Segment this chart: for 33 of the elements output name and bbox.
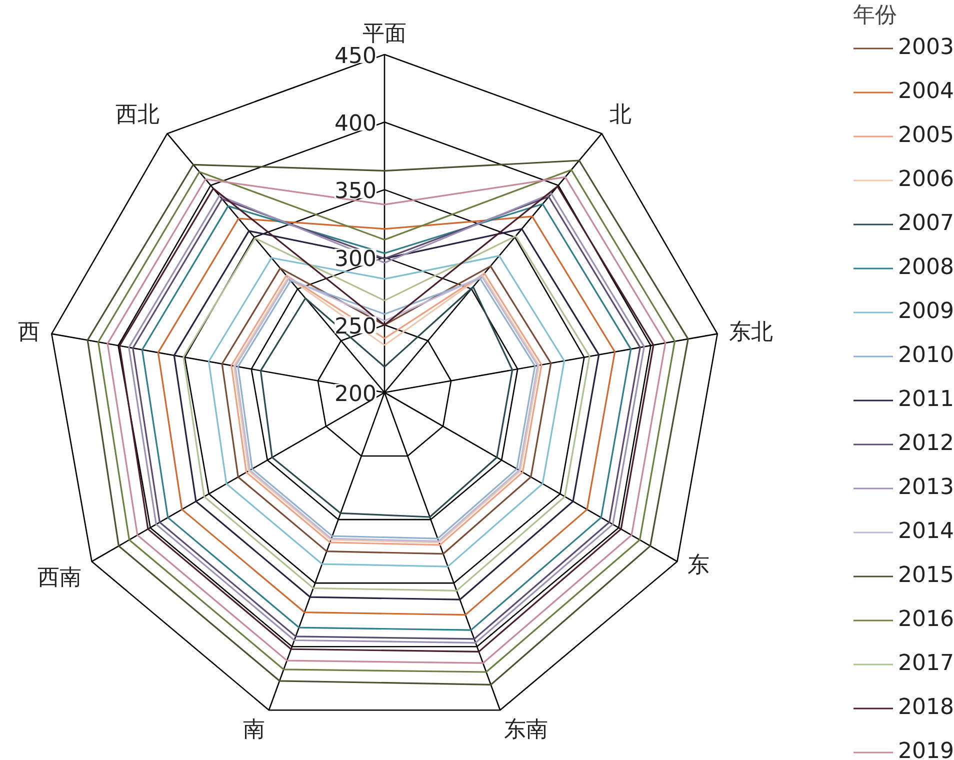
legend-label: 2016 — [898, 607, 954, 632]
legend-label: 2003 — [898, 35, 954, 60]
legend-label: 2009 — [898, 299, 954, 324]
legend-title: 年份 — [853, 2, 898, 30]
spoke-label: 西北 — [116, 102, 160, 128]
legend-label: 2019 — [898, 739, 954, 760]
y-tick-label: 250 — [334, 314, 377, 340]
legend-label: 2008 — [898, 255, 954, 280]
spoke-label: 东南 — [504, 718, 548, 743]
spoke-label: 西 — [18, 320, 40, 345]
spoke-label: 西南 — [37, 566, 82, 590]
spoke-label: 平面 — [362, 22, 406, 46]
spoke-label: 东北 — [729, 320, 774, 345]
legend-label: 2018 — [898, 695, 954, 720]
y-tick-label: 200 — [334, 382, 377, 407]
legend-label: 2005 — [898, 123, 954, 148]
legend-label: 2010 — [898, 343, 954, 368]
spoke-label: 北 — [609, 102, 632, 128]
legend-label: 2006 — [898, 167, 954, 192]
y-tick-label: 300 — [334, 246, 377, 272]
legend-label: 2012 — [898, 431, 954, 456]
y-tick-label: 350 — [334, 179, 377, 204]
legend-label: 2013 — [898, 475, 954, 500]
y-tick-label: 400 — [334, 112, 377, 137]
legend-label: 2015 — [898, 563, 954, 588]
legend-label: 2004 — [898, 79, 954, 104]
y-tick-label: 450 — [334, 44, 377, 69]
spoke-label: 南 — [242, 718, 265, 743]
legend-label: 2017 — [898, 651, 954, 676]
spoke-label: 东 — [688, 553, 710, 578]
legend-label: 2011 — [898, 387, 954, 412]
legend-label: 2007 — [898, 211, 954, 236]
legend-label: 2014 — [898, 519, 954, 544]
